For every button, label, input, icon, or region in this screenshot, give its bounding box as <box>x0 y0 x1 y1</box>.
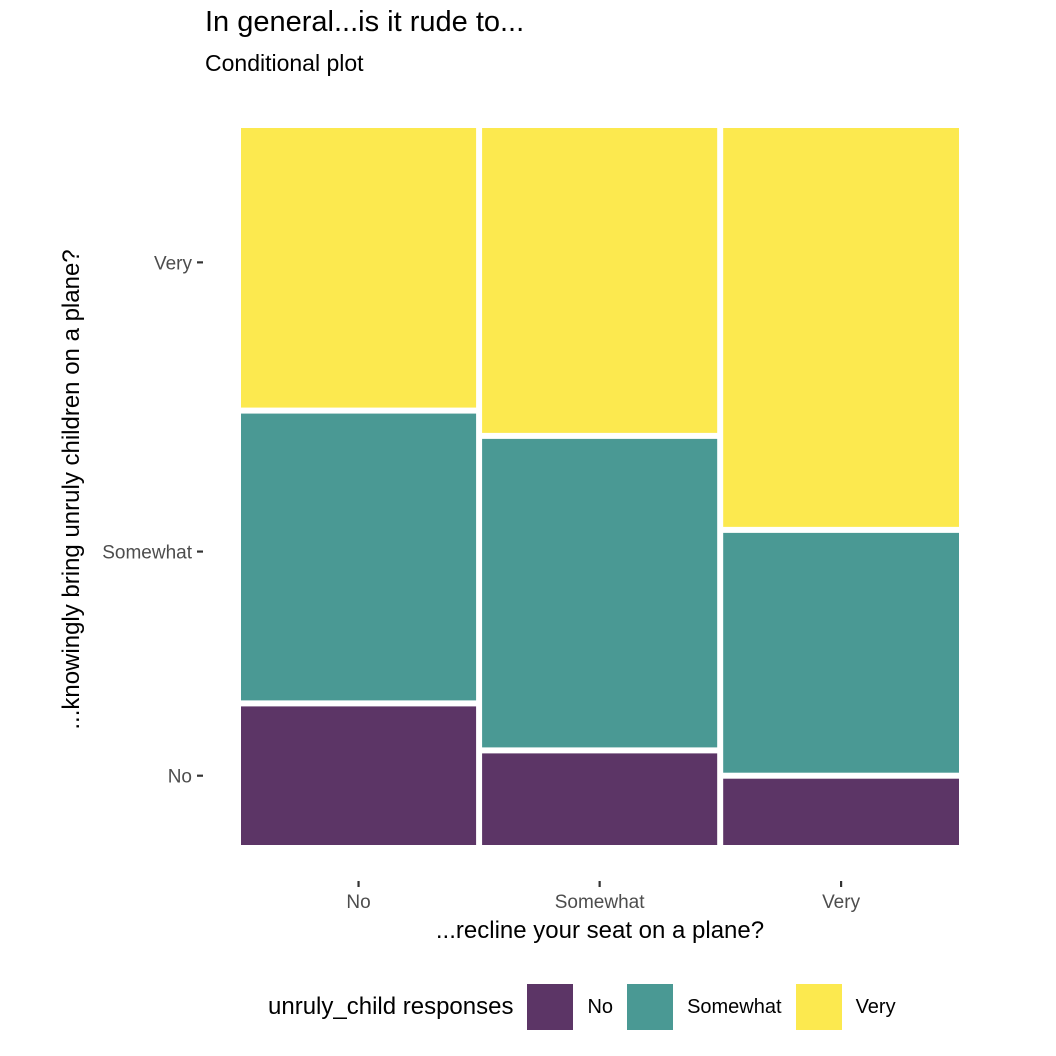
tile-no-very <box>241 128 477 408</box>
legend-key-no <box>527 984 574 1030</box>
mosaic-chart: No Somewhat Very Very Somewhat No ...recline y… <box>58 128 959 944</box>
legend-key-very <box>795 984 842 1030</box>
legend-key-somewhat <box>627 984 674 1030</box>
tile-very-no <box>723 778 959 845</box>
y-tick-label-somewhat: Somewhat <box>102 543 192 564</box>
x-tick-label-somewhat: Somewhat <box>555 892 645 913</box>
legend-label-very: Very <box>855 995 896 1018</box>
y-tick-label-no: No <box>168 767 192 788</box>
tile-somewhat-no <box>482 753 718 845</box>
tile-somewhat-somewhat <box>482 438 718 748</box>
legend-item-no: No <box>527 984 617 1030</box>
tile-very-very <box>723 128 959 527</box>
legend-label-somewhat: Somewhat <box>687 995 782 1018</box>
tile-very-somewhat <box>723 532 959 773</box>
chart-title: In general...is it rude to... <box>205 6 525 38</box>
x-tick-label-no: No <box>346 892 370 913</box>
chart-subtitle: Conditional plot <box>205 50 364 76</box>
y-axis-label: ...knowingly bring unruly children on a … <box>58 249 85 729</box>
legend-title: unruly_child responses <box>268 993 514 1020</box>
legend: unruly_child responses No Somewhat Very <box>268 984 910 1030</box>
legend-item-somewhat: Somewhat <box>627 984 786 1030</box>
legend-label-no: No <box>587 995 614 1018</box>
tile-no-somewhat <box>241 413 477 701</box>
y-tick-label-very: Very <box>154 253 193 274</box>
tile-somewhat-very <box>482 128 718 433</box>
x-axis-label: ...recline your seat on a plane? <box>436 917 764 944</box>
legend-item-very: Very <box>795 984 900 1030</box>
x-tick-label-very: Very <box>822 892 861 913</box>
tile-no-no <box>241 706 477 845</box>
